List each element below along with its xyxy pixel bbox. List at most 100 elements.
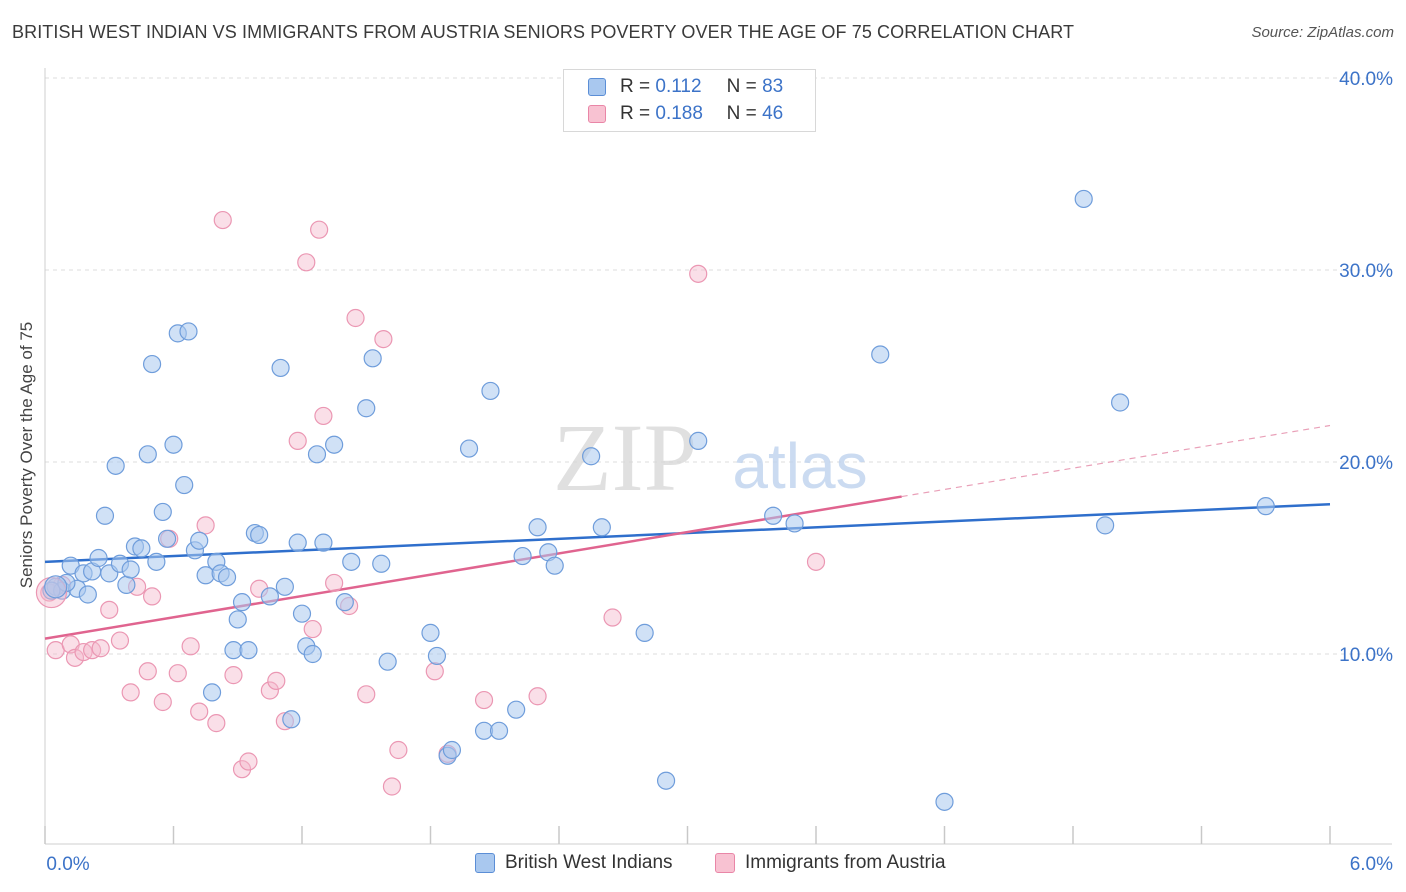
legend-swatch-blue [475,853,495,873]
data-points [35,189,1275,811]
point-british-west-indians [307,445,327,464]
point-british-west-indians [785,514,804,533]
point-british-west-indians [363,349,382,368]
point-british-west-indians [95,506,115,525]
y-tick-label: 30.0% [1339,261,1393,282]
trend-line-immigrants-from-austria [44,495,902,640]
point-immigrants-from-austria [603,608,622,627]
legend-r-value: 0.188 [655,103,703,124]
point-british-west-indians [202,683,222,702]
point-immigrants-from-austria [288,431,307,450]
point-british-west-indians [592,518,611,537]
point-british-west-indians [138,445,157,464]
point-british-west-indians [528,518,547,537]
point-british-west-indians [325,435,344,454]
point-immigrants-from-austria [100,600,119,619]
point-british-west-indians [303,644,322,664]
legend-r-label: R = [620,103,651,124]
point-immigrants-from-austria [806,552,826,571]
point-british-west-indians [217,568,237,587]
point-immigrants-from-austria [374,330,393,349]
point-immigrants-from-austria [389,740,408,760]
point-british-west-indians [689,431,708,450]
point-british-west-indians [78,585,97,604]
point-british-west-indians [1074,189,1093,209]
point-british-west-indians [1256,497,1275,516]
point-immigrants-from-austria [474,690,494,710]
point-immigrants-from-austria [181,637,200,656]
y-axis-title: Seniors Poverty Over the Age of 75 [17,321,36,589]
point-british-west-indians [372,554,391,573]
point-immigrants-from-austria [314,406,333,426]
legend-label: British West Indians [505,852,673,873]
point-immigrants-from-austria [168,664,187,683]
point-british-west-indians [459,439,479,458]
point-immigrants-from-austria [528,687,547,706]
point-british-west-indians [1096,516,1115,535]
point-immigrants-from-austria [382,777,402,796]
watermark-atlas: atlas [732,430,867,502]
point-british-west-indians [153,502,172,522]
point-british-west-indians [228,610,247,629]
point-british-west-indians [513,546,532,566]
point-british-west-indians [656,771,676,790]
point-british-west-indians [282,710,301,729]
point-immigrants-from-austria [121,683,140,702]
point-british-west-indians [260,587,279,606]
point-british-west-indians [250,525,269,545]
legend-swatch-blue [588,78,606,96]
point-british-west-indians [507,700,526,719]
legend-n-value: 46 [762,103,784,124]
trend-line-immigrants-from-austria-extension [901,424,1331,498]
tick-labels: 10.0% 20.0% 30.0% 40.0% 0.0% 6.0% [46,69,1393,875]
point-british-west-indians [1111,393,1130,412]
point-british-west-indians [489,721,509,740]
legend-r-label: R = [620,76,651,97]
point-british-west-indians [232,593,252,612]
point-british-west-indians [175,475,194,495]
point-immigrants-from-austria [689,264,708,283]
point-british-west-indians [44,575,68,599]
point-immigrants-from-austria [138,662,157,681]
point-british-west-indians [357,399,376,418]
point-immigrants-from-austria [425,662,444,681]
point-british-west-indians [271,358,290,378]
point-british-west-indians [288,533,307,552]
point-british-west-indians [132,539,151,558]
legend-item-british-west-indians[interactable]: British West Indians [475,852,673,874]
point-british-west-indians [582,447,601,466]
grid-lines [45,77,1392,655]
point-immigrants-from-austria [213,210,232,230]
point-british-west-indians [164,435,183,454]
point-british-west-indians [635,623,654,642]
trend-lines [44,424,1331,640]
point-british-west-indians [442,740,462,760]
legend-swatch-pink [588,105,606,123]
y-tick-label: 40.0% [1339,69,1393,90]
point-immigrants-from-austria [153,692,172,712]
point-british-west-indians [239,641,258,660]
point-immigrants-from-austria [190,702,209,721]
legend-item-immigrants-from-austria[interactable]: Immigrants from Austria [715,852,946,874]
point-immigrants-from-austria [239,752,258,771]
legend-n-value: 83 [762,76,784,97]
point-british-west-indians [275,577,294,596]
legend-n-label: N = [726,103,757,124]
point-british-west-indians [179,322,198,341]
point-immigrants-from-austria [310,220,329,239]
point-immigrants-from-austria [303,619,322,639]
legend-swatch-pink [715,853,735,873]
point-british-west-indians [121,560,140,579]
legend-n-label: N = [726,76,757,97]
point-immigrants-from-austria [142,587,162,606]
point-immigrants-from-austria [110,631,130,650]
y-tick-label: 10.0% [1339,645,1393,666]
point-british-west-indians [142,354,162,374]
x-tick-label: 0.0% [46,854,89,875]
legend-r-value: 0.112 [655,76,702,97]
point-british-west-indians [378,652,397,671]
legend-row-pink: R = 0.188 N = 46 [588,101,783,127]
source-label: Source: ZipAtlas.com [1251,24,1394,41]
legend-label: Immigrants from Austria [745,852,946,873]
